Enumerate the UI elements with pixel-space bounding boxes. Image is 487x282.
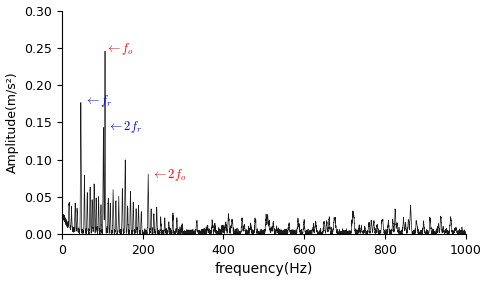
Text: $\leftarrow 2f_r$: $\leftarrow 2f_r$ (107, 119, 142, 135)
Text: $\leftarrow f_r$: $\leftarrow f_r$ (84, 94, 113, 109)
Text: $\leftarrow f_o$: $\leftarrow f_o$ (105, 41, 134, 57)
X-axis label: frequency(Hz): frequency(Hz) (214, 263, 313, 276)
Text: $\leftarrow 2f_o$: $\leftarrow 2f_o$ (151, 167, 187, 183)
Y-axis label: Amplitude(m/s²): Amplitude(m/s²) (5, 72, 19, 173)
